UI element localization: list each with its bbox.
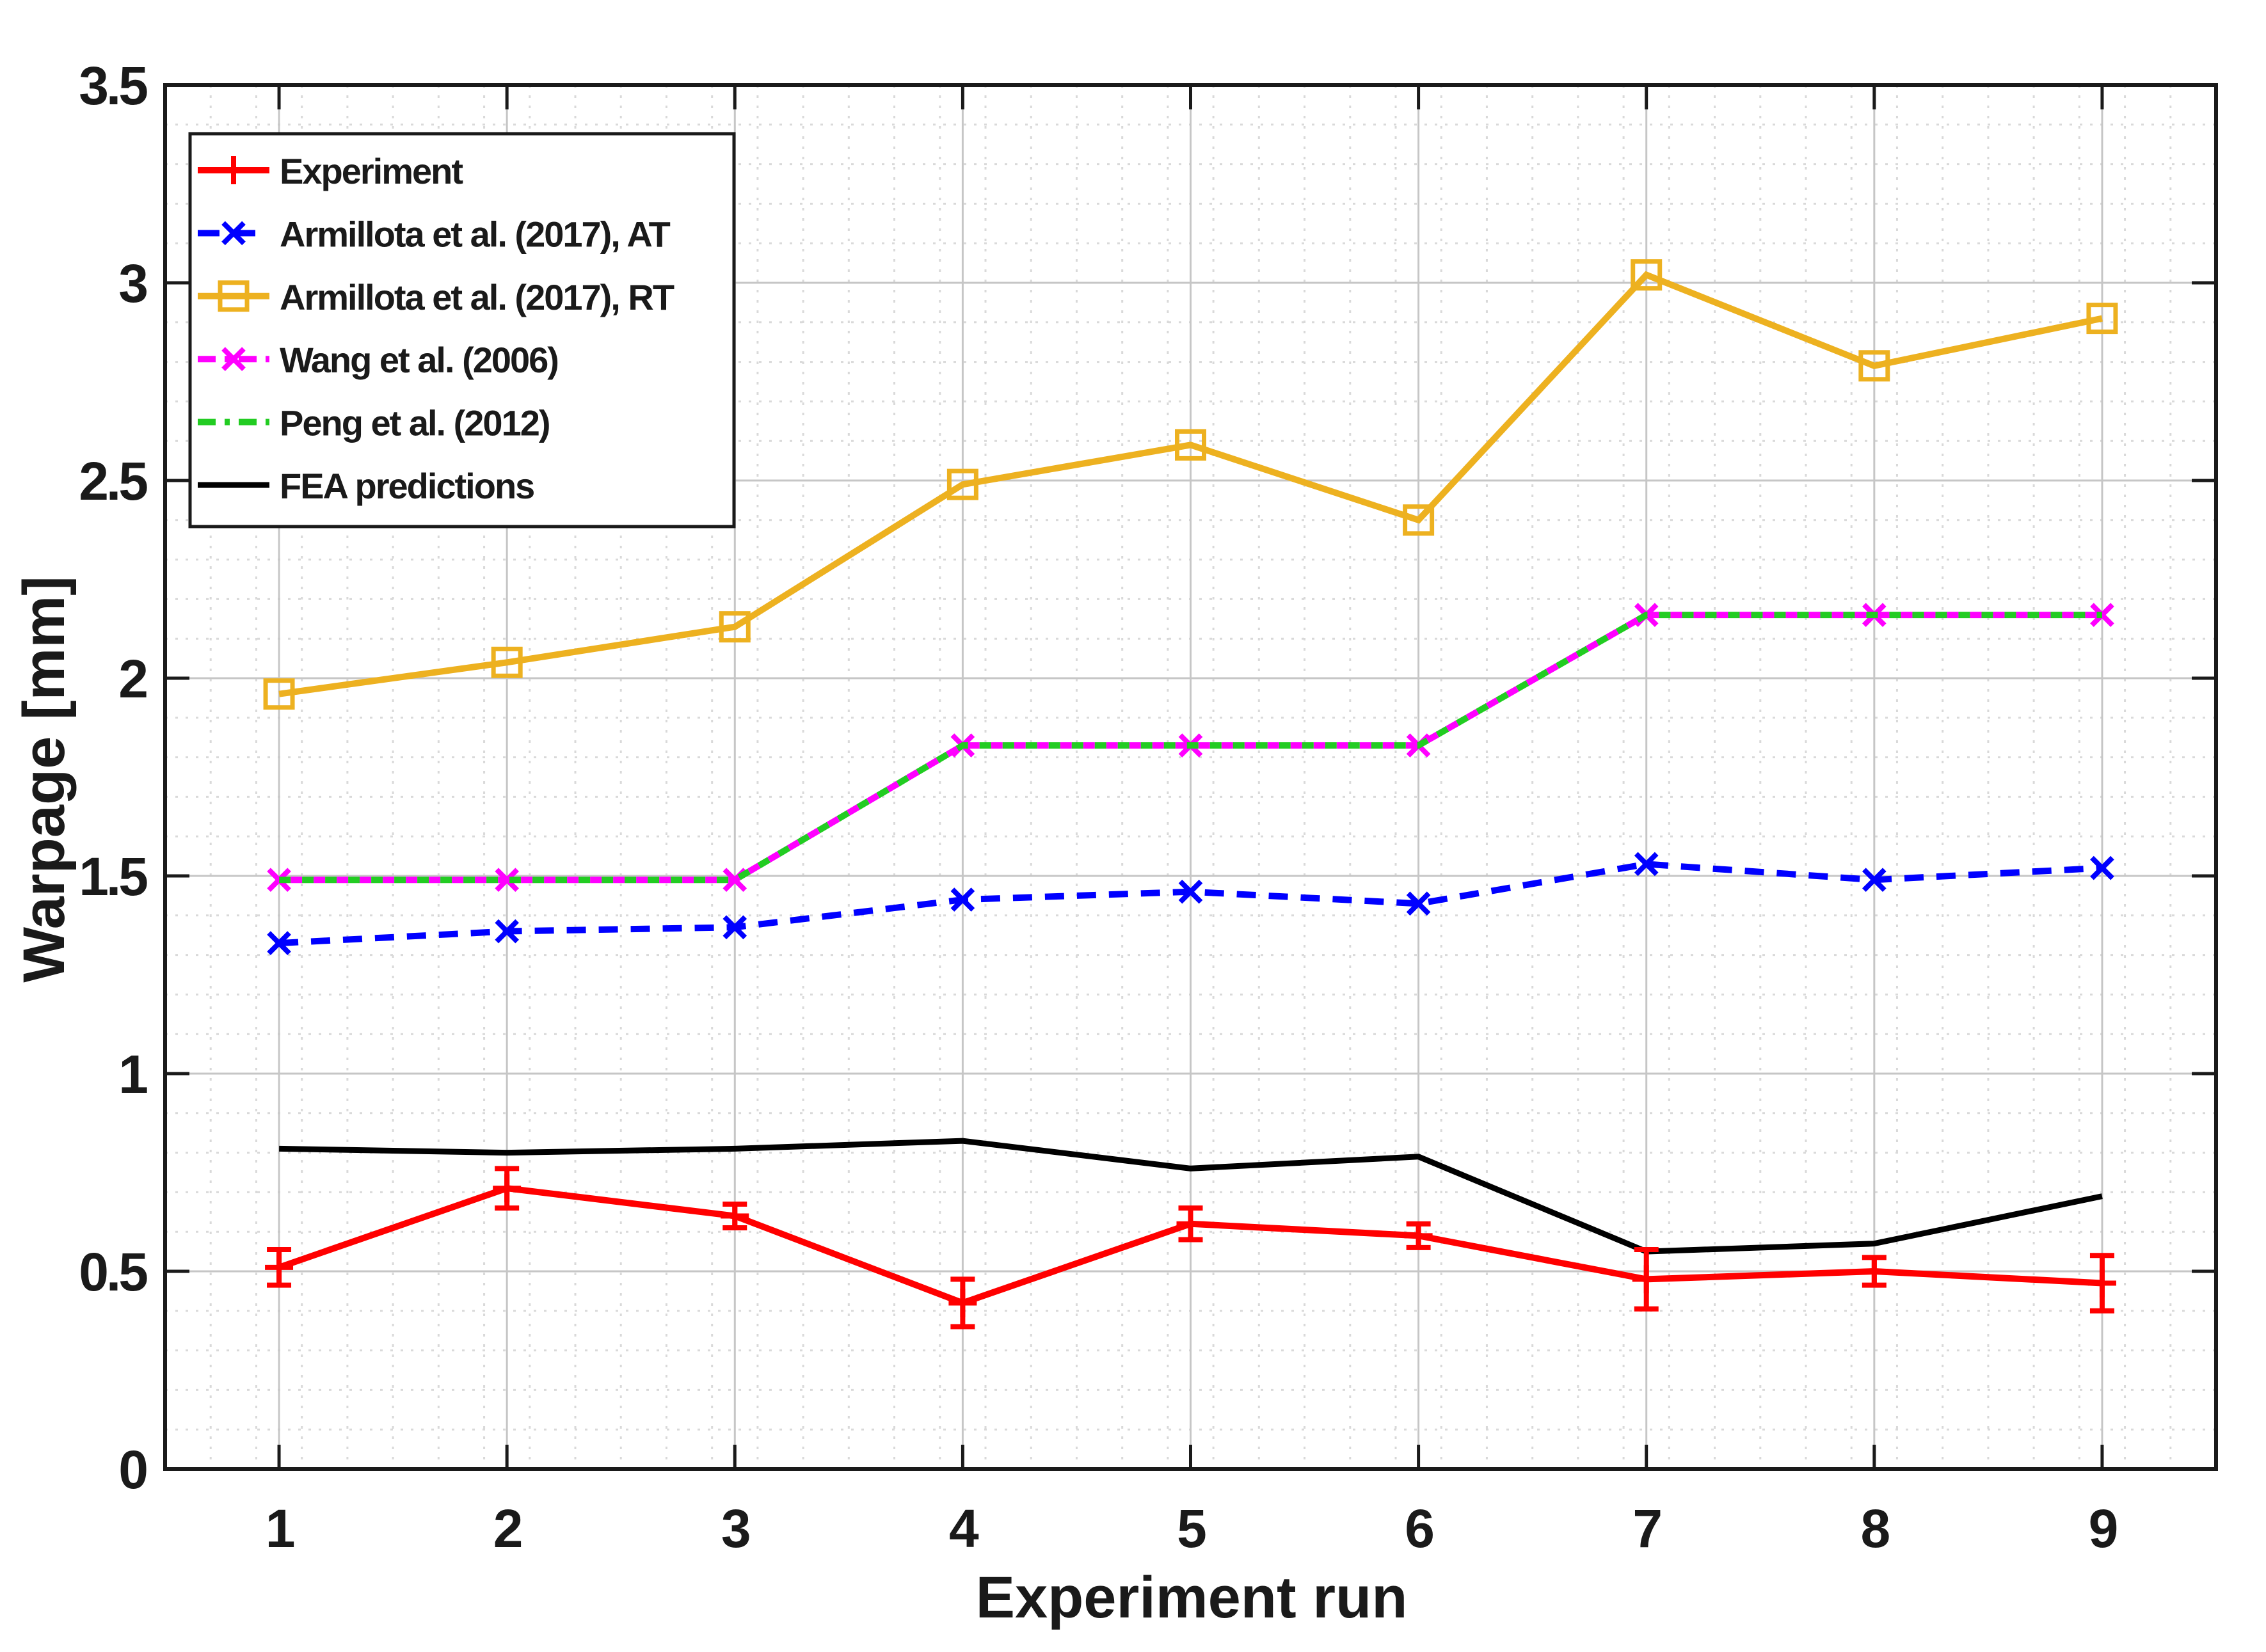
x-marker-icon — [1862, 868, 1887, 893]
legend-item-label: Armillota et al. (2017), AT — [280, 214, 671, 254]
series-line — [279, 1138, 2103, 1255]
x-marker-icon — [1406, 891, 1431, 916]
y-tick-label: 3.5 — [79, 56, 147, 116]
x-tick-label: 4 — [949, 1498, 979, 1559]
legend-item: Wang et al. (2006) — [198, 340, 559, 380]
x-marker-icon — [267, 868, 291, 893]
series-layer — [263, 259, 2118, 1330]
x-marker-icon — [2090, 855, 2114, 880]
square-marker-icon — [1631, 259, 1663, 291]
legend-item-label: FEA predictions — [280, 466, 534, 506]
x-tick-label: 2 — [493, 1498, 522, 1559]
x-marker-icon — [495, 868, 519, 893]
y-tick-label: 3 — [118, 253, 147, 314]
y-tick-label: 0 — [118, 1440, 147, 1500]
square-marker-icon — [491, 646, 523, 678]
series-fea-predictions — [279, 1138, 2103, 1255]
x-marker-icon — [267, 931, 291, 955]
square-marker-icon — [946, 468, 978, 500]
series-experiment — [265, 1166, 2116, 1330]
legend-item: Experiment — [198, 151, 464, 191]
square-marker-icon — [218, 280, 250, 312]
legend-item: FEA predictions — [198, 466, 535, 506]
x-marker-icon — [722, 915, 747, 940]
square-marker-icon — [263, 678, 295, 710]
y-axis-title: Warpage [mm] — [12, 576, 77, 983]
x-tick-label: 5 — [1177, 1498, 1206, 1559]
x-marker-icon — [1178, 879, 1203, 904]
x-tick-label: 7 — [1632, 1498, 1661, 1559]
x-marker-icon — [221, 221, 246, 246]
x-marker-icon — [950, 887, 975, 912]
legend-item-label: Armillota et al. (2017), RT — [280, 277, 674, 317]
x-tick-label: 6 — [1405, 1498, 1433, 1559]
x-marker-icon — [495, 919, 519, 944]
tick-label-layer: 1 2 3 4 5 6 7 8 9 0 0.5 1 1.5 2 2.5 3 3.5 — [79, 56, 2119, 1559]
series-line — [278, 271, 2103, 697]
legend-item-label: Experiment — [280, 151, 463, 191]
series-armillota-et-al-2017-at — [267, 852, 2114, 955]
axes-layer — [163, 83, 2218, 1471]
x-marker-icon — [2090, 603, 2114, 627]
legend-item: Peng et al. (2012) — [198, 403, 551, 443]
y-tick-label: 2.5 — [79, 451, 147, 511]
y-tick-label: 2 — [118, 649, 147, 709]
square-marker-icon — [1403, 504, 1435, 536]
x-tick-label: 9 — [2089, 1498, 2117, 1559]
x-marker-icon — [221, 347, 246, 372]
x-tick-label: 3 — [721, 1498, 749, 1559]
grid-layer — [165, 85, 2216, 1469]
y-tick-label: 1 — [118, 1044, 147, 1104]
x-axis-title: Experiment run — [976, 1565, 1408, 1630]
legend-item-label: Wang et al. (2006) — [280, 340, 558, 380]
legend-item: Armillota et al. (2017), AT — [198, 214, 672, 254]
legend: Experiment Armillota et al. (2017), AT Arm… — [188, 132, 736, 528]
legend-item-label: Peng et al. (2012) — [280, 403, 550, 443]
square-marker-icon — [2086, 303, 2118, 335]
y-tick-label: 0.5 — [79, 1242, 147, 1302]
square-marker-icon — [1175, 429, 1206, 461]
x-marker-icon — [1634, 852, 1659, 877]
x-tick-label: 1 — [266, 1498, 294, 1559]
y-tick-label: 1.5 — [79, 846, 147, 907]
legend-item: Armillota et al. (2017), RT — [198, 277, 676, 317]
series-line — [279, 612, 2102, 884]
legend-box — [188, 132, 736, 528]
square-marker-icon — [719, 611, 751, 643]
x-tick-label: 8 — [1860, 1498, 1889, 1559]
series-peng-et-al-2012 — [279, 612, 2102, 884]
square-marker-icon — [1858, 350, 1890, 382]
series-armillota-et-al-2017-rt — [263, 259, 2118, 710]
